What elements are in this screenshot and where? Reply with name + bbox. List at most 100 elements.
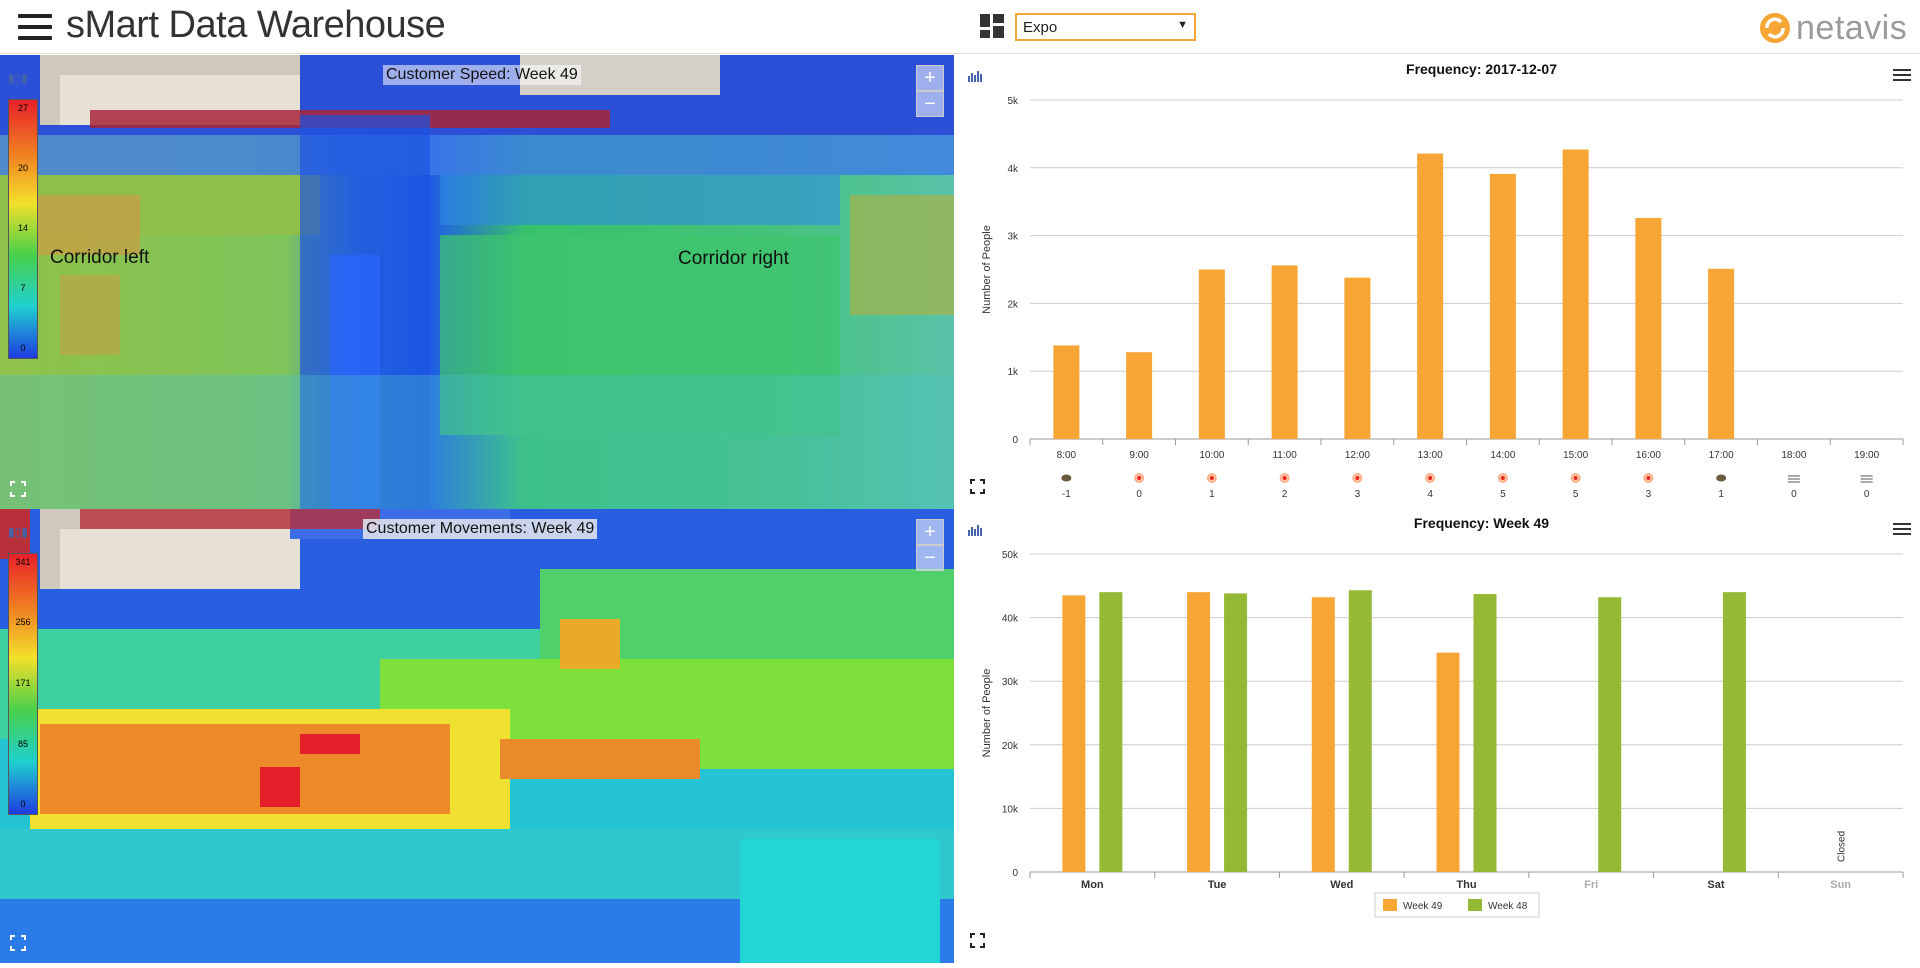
movements-heatmap-panel: ▮▯▮ Customer Movements: Week 49 + − 341 … <box>0 509 954 963</box>
cloud-icon <box>1716 474 1727 482</box>
x-tick-label: 18:00 <box>1781 450 1806 461</box>
temperature-label: 4 <box>1427 489 1433 500</box>
legend-swatch[interactable] <box>1383 899 1397 911</box>
hamburger-menu-icon[interactable] <box>18 14 52 40</box>
bar[interactable] <box>1344 277 1371 439</box>
bar[interactable] <box>1224 593 1248 872</box>
legend-tick: 14 <box>17 223 28 233</box>
x-tick-label: 15:00 <box>1563 450 1588 461</box>
sun-icon <box>1646 476 1651 480</box>
movements-heatmap-image[interactable] <box>0 509 954 963</box>
speed-heatmap-title: Customer Speed: Week 49 <box>383 65 581 85</box>
chart-menu-icon[interactable] <box>1893 69 1911 83</box>
bar[interactable] <box>1722 592 1746 872</box>
temperature-label: 1 <box>1209 489 1215 500</box>
y-tick-label: 0 <box>1012 868 1018 879</box>
dropdown-arrow-icon: ▼ <box>1177 19 1188 31</box>
zone-label: Corridor right <box>678 248 789 269</box>
bar[interactable] <box>1708 268 1735 439</box>
legend-tick: 85 <box>17 739 28 749</box>
legend-tick: 27 <box>17 103 28 113</box>
zoom-out-button[interactable]: − <box>916 91 944 117</box>
weekly-frequency-panel: Frequency: Week 49 Number of People 0 10k 20… <box>955 509 1920 963</box>
fullscreen-icon[interactable] <box>970 933 985 948</box>
speed-color-legend: 27 20 14 7 0 <box>8 99 38 359</box>
bar[interactable] <box>1417 153 1444 439</box>
bar[interactable] <box>1348 590 1372 872</box>
x-tick-label: Sun <box>1830 879 1851 891</box>
sun-icon <box>1573 476 1578 480</box>
bar[interactable] <box>1062 595 1086 872</box>
speed-heatmap-image[interactable] <box>0 55 954 509</box>
bar[interactable] <box>1126 352 1153 439</box>
temperature-label: 2 <box>1282 489 1288 500</box>
bar[interactable] <box>1053 345 1080 439</box>
speed-heatmap-panel: ▮▯▮ Customer Speed: Week 49 + − 27 20 14… <box>0 55 954 509</box>
chart-title: Frequency: 2017-12-07 <box>1406 61 1557 77</box>
x-tick-label: 11:00 <box>1272 450 1297 461</box>
dashboard-layout-icon[interactable] <box>980 14 1004 38</box>
chart-menu-icon[interactable] <box>1893 523 1911 537</box>
bar[interactable] <box>1099 592 1123 872</box>
hourly-frequency-chart: Frequency: 2017-12-07 Number of People 0 1k… <box>968 61 1904 500</box>
temperature-label: 1 <box>1718 489 1724 500</box>
y-tick-label: 2k <box>1007 299 1019 310</box>
bar[interactable] <box>1489 173 1516 439</box>
site-select-value: Expo <box>1023 19 1058 36</box>
sun-icon <box>1428 476 1433 480</box>
temperature-label: 0 <box>1791 489 1797 500</box>
cloud-icon <box>1061 474 1072 482</box>
zoom-out-button[interactable]: − <box>916 545 944 571</box>
closed-annotation: Closed <box>1837 831 1848 862</box>
fog-icon <box>1787 475 1800 483</box>
legend-tick: 7 <box>20 283 26 293</box>
bar[interactable] <box>1187 592 1211 872</box>
netavis-logo: netavis <box>1758 8 1907 48</box>
y-tick-label: 10k <box>1002 804 1019 815</box>
legend-tick: 341 <box>15 557 31 567</box>
zoom-in-button[interactable]: + <box>916 65 944 91</box>
bar[interactable] <box>1562 149 1589 439</box>
y-tick-label: 50k <box>1002 550 1019 561</box>
movements-heatmap-title: Customer Movements: Week 49 <box>363 519 598 539</box>
bar[interactable] <box>1271 265 1298 439</box>
chart-type-icon[interactable] <box>968 71 982 82</box>
weekly-frequency-chart: Frequency: Week 49 Number of People 0 10k 20… <box>968 515 1904 948</box>
chart-type-icon[interactable]: ▮▯▮ <box>8 71 28 85</box>
legend-label[interactable]: Week 49 <box>1403 901 1443 912</box>
y-tick-label: 5k <box>1007 96 1019 107</box>
bar[interactable] <box>1436 652 1460 872</box>
bar[interactable] <box>1198 269 1225 440</box>
zoom-in-button[interactable]: + <box>916 519 944 545</box>
bar[interactable] <box>1311 597 1335 872</box>
y-tick-label: 1k <box>1007 367 1019 378</box>
sun-icon <box>1355 476 1360 480</box>
legend-swatch[interactable] <box>1468 899 1482 911</box>
logo-text: netavis <box>1796 8 1908 47</box>
chart-type-icon[interactable]: ▮▯▮ <box>8 525 28 539</box>
chart-title: Frequency: Week 49 <box>1414 515 1549 531</box>
movements-zoom-controls: + − <box>916 519 944 571</box>
y-axis-label: Number of People <box>981 669 993 758</box>
legend-label[interactable]: Week 48 <box>1488 901 1528 912</box>
bar[interactable] <box>1598 597 1622 872</box>
sun-icon <box>1137 476 1142 480</box>
fullscreen-icon[interactable] <box>10 481 26 497</box>
chart-type-icon[interactable] <box>968 525 982 536</box>
bar[interactable] <box>1635 217 1662 439</box>
x-tick-label: 8:00 <box>1057 450 1077 461</box>
fullscreen-icon[interactable] <box>970 479 985 494</box>
x-tick-label: 19:00 <box>1854 450 1879 461</box>
x-tick-label: Mon <box>1081 879 1104 891</box>
fullscreen-icon[interactable] <box>10 935 26 951</box>
site-select[interactable]: Expo ▼ <box>1015 13 1196 41</box>
y-tick-label: 4k <box>1007 164 1019 175</box>
temperature-label: 3 <box>1646 489 1652 500</box>
app-title: sMart Data Warehouse <box>66 4 446 46</box>
bar[interactable] <box>1473 594 1497 872</box>
x-tick-label: Fri <box>1584 879 1598 891</box>
temperature-label: 5 <box>1573 489 1579 500</box>
x-tick-label: Wed <box>1330 879 1353 891</box>
y-tick-label: 3k <box>1007 232 1019 243</box>
chart-legend <box>1374 892 1540 918</box>
